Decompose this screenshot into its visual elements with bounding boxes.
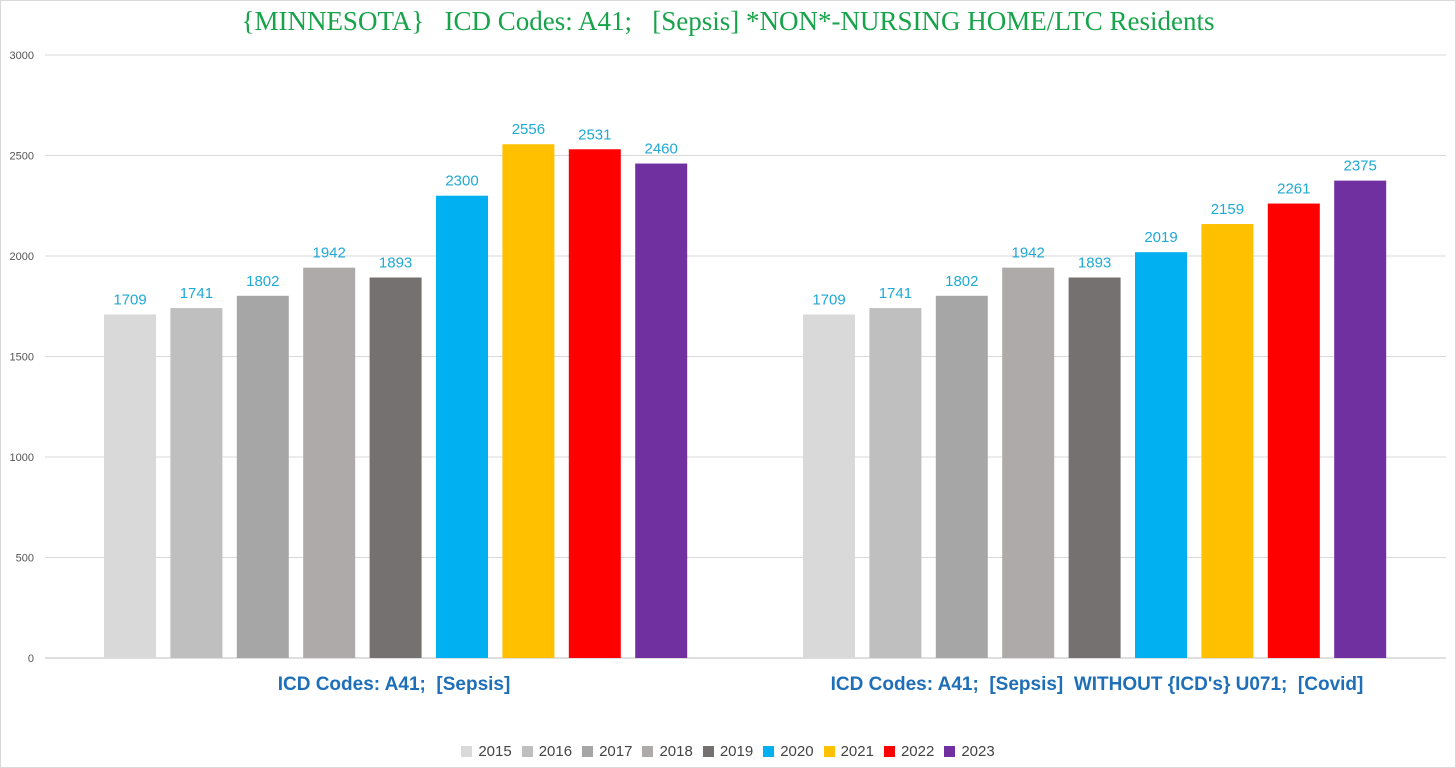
y-tick-label: 2500	[10, 151, 34, 163]
bar-2020-group-2	[1135, 252, 1187, 658]
legend-label: 2015	[478, 743, 512, 760]
data-label: 2556	[512, 121, 545, 138]
legend-label: 2019	[719, 743, 754, 760]
bar-2015-group-1	[104, 314, 156, 658]
legend-item-2021: 2021	[823, 743, 874, 760]
data-label: 2019	[1144, 229, 1177, 246]
data-label: 1942	[1012, 245, 1045, 262]
data-label: 1741	[180, 285, 213, 302]
group-label-sepsis-without-covid: ICD Codes: A41; [Sepsis] WITHOUT {ICD's}…	[830, 674, 1364, 695]
legend-label: 2021	[840, 743, 874, 760]
y-tick-label: 0	[28, 653, 34, 665]
legend-item-2020: 2020	[763, 743, 814, 760]
bar-2023-group-2	[1334, 180, 1387, 658]
legend-swatch	[823, 746, 835, 757]
legend-item-2023: 2023	[944, 743, 995, 760]
bar-2021-group-1	[502, 144, 555, 658]
legend-swatch	[461, 746, 473, 757]
legend-swatch	[582, 746, 594, 757]
data-label: 1709	[113, 291, 146, 308]
legend-swatch	[763, 746, 775, 757]
legend-item-2019: 2019	[702, 743, 754, 760]
bar-2017-group-2	[935, 295, 988, 658]
legend-label: 2022	[900, 743, 935, 760]
legend-item-2015: 2015	[461, 743, 512, 760]
legend-item-2018: 2018	[642, 743, 693, 760]
data-label: 2300	[445, 173, 478, 190]
legend-swatch	[521, 746, 533, 757]
data-label: 1893	[379, 255, 412, 272]
data-label: 1942	[313, 245, 346, 262]
bar-2016-group-2	[869, 308, 922, 658]
bar-2018-group-2	[1002, 267, 1055, 658]
y-tick-label: 1000	[10, 452, 34, 464]
y-tick-label: 1500	[10, 352, 34, 364]
bar-2022-group-2	[1267, 203, 1320, 658]
data-label: 2531	[578, 126, 611, 143]
bar-2016-group-1	[170, 308, 223, 658]
data-label: 1741	[879, 285, 912, 302]
legend-swatch	[702, 746, 714, 757]
bar-2022-group-1	[568, 149, 621, 659]
data-label: 2375	[1344, 158, 1377, 175]
bar-2023-group-1	[635, 163, 688, 659]
legend-label: 2017	[599, 743, 633, 760]
data-label: 1709	[812, 291, 845, 308]
legend-label: 2023	[961, 743, 995, 760]
bar-2019-group-1	[369, 277, 422, 658]
legend-label: 2018	[659, 743, 693, 760]
legend-item-2016: 2016	[521, 743, 573, 760]
y-tick-label: 3000	[10, 50, 34, 62]
legend-item-2022: 2022	[883, 743, 935, 760]
legend-item-2017: 2017	[582, 743, 632, 760]
data-label: 2261	[1277, 181, 1310, 198]
legend-swatch	[642, 746, 654, 757]
legend-swatch	[883, 746, 895, 757]
y-tick-label: 500	[16, 553, 34, 565]
bar-2015-group-2	[803, 314, 855, 658]
chart-title: {MINNESOTA} ICD Codes: A41; [Sepsis] *NO…	[241, 6, 1215, 36]
legend: 2015 2016 2017 2018 2019 2020 2021 2022 2023	[0, 743, 1456, 760]
legend-label: 2016	[538, 743, 573, 760]
data-label: 2460	[645, 141, 678, 158]
bar-2020-group-1	[436, 195, 488, 658]
data-label: 2159	[1211, 201, 1244, 218]
bar-2019-group-2	[1068, 277, 1121, 658]
legend-label: 2020	[780, 743, 814, 760]
bar-2018-group-1	[303, 267, 356, 658]
bar-2017-group-1	[236, 295, 289, 658]
group-label-sepsis: ICD Codes: A41; [Sepsis]	[277, 674, 511, 695]
data-label: 1802	[246, 273, 279, 290]
y-tick-label: 2000	[10, 251, 34, 263]
bar-2021-group-2	[1201, 224, 1254, 658]
data-label: 1802	[945, 273, 978, 290]
data-label: 1893	[1078, 255, 1111, 272]
legend-swatch	[944, 746, 956, 757]
